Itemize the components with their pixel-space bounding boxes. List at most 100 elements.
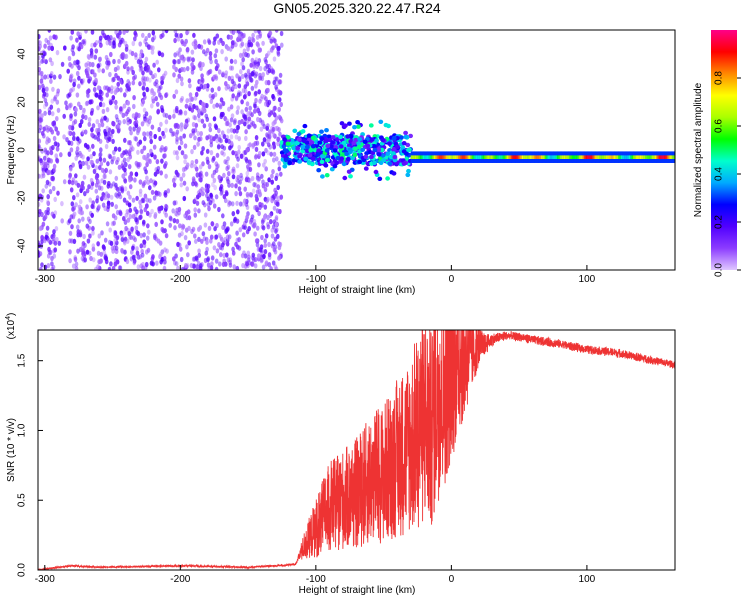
heatmap-cell (600, 155, 603, 159)
heatmap-cell (94, 77, 98, 83)
heatmap-cell (229, 34, 233, 40)
heatmap-cell (146, 247, 151, 253)
heatmap-cell (227, 171, 231, 177)
heatmap-cell (235, 163, 240, 169)
heatmap-cell (443, 155, 446, 159)
heatmap-cell (164, 203, 168, 209)
heatmap-cell (69, 73, 74, 79)
heatmap-cell (112, 149, 116, 155)
heatmap-cell (174, 211, 178, 217)
heatmap-cell (271, 260, 276, 266)
heatmap-cell (567, 155, 571, 159)
heatmap-cell (162, 147, 167, 153)
heatmap-cell (136, 264, 141, 270)
heatmap-cell (365, 143, 371, 148)
heatmap-cell (97, 185, 102, 191)
heatmap-cell (174, 261, 179, 267)
tick-label: 0.0 (17, 563, 28, 577)
heatmap-cell (243, 224, 247, 230)
heatmap-cell (441, 155, 445, 159)
heatmap-cell (352, 152, 358, 158)
heatmap-cell (471, 155, 475, 159)
heatmap-cell (254, 90, 258, 96)
heatmap-cell (420, 155, 423, 159)
heatmap-cell (201, 191, 205, 197)
heatmap-cell (479, 155, 483, 159)
heatmap-cell (224, 56, 228, 62)
heatmap-cell (489, 155, 492, 159)
heatmap-cell (570, 155, 573, 159)
heatmap-cell (204, 51, 208, 57)
heatmap-cell (356, 144, 362, 150)
heatmap-cell (238, 179, 242, 185)
heatmap-cell (101, 108, 106, 114)
heatmap-cell (334, 160, 340, 166)
heatmap-cell (193, 207, 197, 213)
heatmap-cell (221, 40, 225, 47)
heatmap-cell (52, 235, 56, 241)
heatmap-cell (210, 255, 215, 261)
heatmap-cell (85, 89, 90, 95)
heatmap-cell (84, 114, 88, 121)
heatmap-cell (450, 155, 453, 159)
heatmap-cell (269, 129, 274, 135)
heatmap-cell (99, 161, 104, 167)
heatmap-cell (117, 164, 122, 170)
heatmap-cell (478, 155, 481, 159)
tick-label: 0.5 (17, 493, 28, 507)
heatmap-cell (206, 257, 210, 263)
heatmap-cell (148, 115, 152, 121)
heatmap-cell (244, 78, 249, 85)
heatmap-cell (140, 101, 145, 107)
heatmap-cell (114, 182, 118, 188)
heatmap-cell (263, 158, 268, 164)
heatmap-cell (180, 39, 184, 45)
heatmap-cell (219, 113, 224, 120)
heatmap-cell (304, 144, 310, 150)
heatmap-cell (143, 166, 147, 172)
heatmap-cell (391, 136, 397, 141)
heatmap-cell (631, 155, 634, 159)
heatmap-cell (113, 146, 118, 152)
heatmap-cell (248, 105, 252, 111)
heatmap-cell (172, 218, 177, 224)
heatmap-cell (55, 236, 59, 243)
heatmap-cell (239, 175, 244, 181)
heatmap-cell (168, 222, 172, 228)
heatmap-cell (44, 183, 49, 189)
heatmap-cell (134, 111, 139, 117)
heatmap-cell (119, 39, 123, 45)
heatmap-cell (206, 262, 211, 268)
heatmap-cell (180, 124, 184, 130)
heatmap-cell (110, 201, 114, 207)
heatmap-cell (130, 226, 134, 232)
heatmap-cell (247, 254, 251, 260)
heatmap-cell (120, 236, 125, 242)
heatmap-cell (68, 249, 72, 255)
heatmap-cell (89, 255, 93, 262)
heatmap-cell (43, 147, 48, 153)
heatmap-cell (218, 137, 222, 143)
heatmap-cell (268, 30, 272, 36)
heatmap-cell (219, 97, 224, 103)
heatmap-cell (353, 146, 358, 151)
heatmap-cell (188, 133, 193, 139)
heatmap-cell (134, 136, 138, 142)
heatmap-cell (125, 258, 130, 265)
heatmap-cell (108, 239, 112, 245)
tick-label: 40 (17, 48, 28, 60)
heatmap-cell (77, 75, 81, 81)
heatmap-cell (262, 123, 267, 130)
heatmap-cell (142, 239, 146, 245)
heatmap-cell (69, 88, 73, 94)
heatmap-cell (224, 138, 229, 144)
heatmap-cell (126, 157, 130, 163)
heatmap-cell (272, 144, 277, 150)
heatmap-cell (188, 92, 193, 98)
heatmap-cell (122, 157, 127, 163)
heatmap-cell (141, 182, 146, 189)
heatmap-cell (209, 142, 214, 148)
heatmap-cell (274, 175, 279, 181)
heatmap-cell (363, 166, 369, 171)
heatmap-cell (139, 49, 144, 55)
